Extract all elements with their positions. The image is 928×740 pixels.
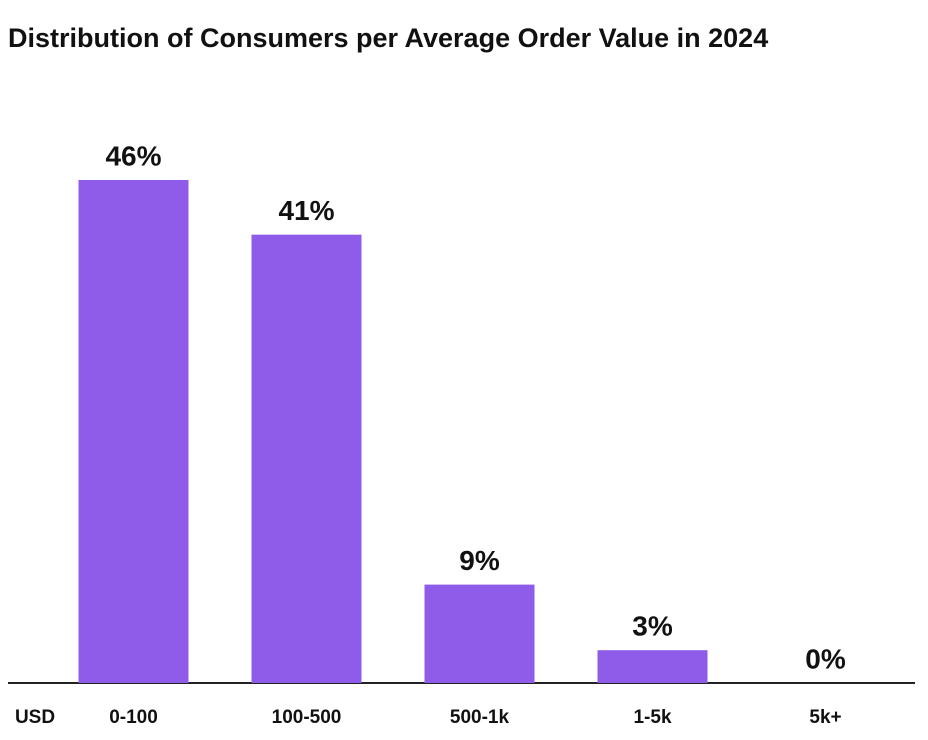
chart-title: Distribution of Consumers per Average Or… bbox=[8, 23, 768, 53]
x-axis-label: USD bbox=[15, 707, 55, 728]
bar bbox=[251, 234, 362, 683]
data-label: 41% bbox=[278, 195, 334, 226]
x-tick-label: 500-1k bbox=[450, 707, 510, 728]
bar bbox=[597, 650, 708, 683]
x-tick-label: 100-500 bbox=[272, 707, 342, 728]
data-label: 3% bbox=[632, 611, 673, 642]
x-tick-label: 1-5k bbox=[633, 707, 671, 728]
x-tick-label: 5k+ bbox=[809, 707, 841, 728]
data-label: 0% bbox=[805, 643, 846, 674]
data-label: 9% bbox=[459, 545, 500, 576]
bar bbox=[424, 584, 535, 683]
x-tick-label: 0-100 bbox=[109, 707, 158, 728]
bar bbox=[78, 180, 189, 683]
data-label: 46% bbox=[105, 140, 161, 171]
